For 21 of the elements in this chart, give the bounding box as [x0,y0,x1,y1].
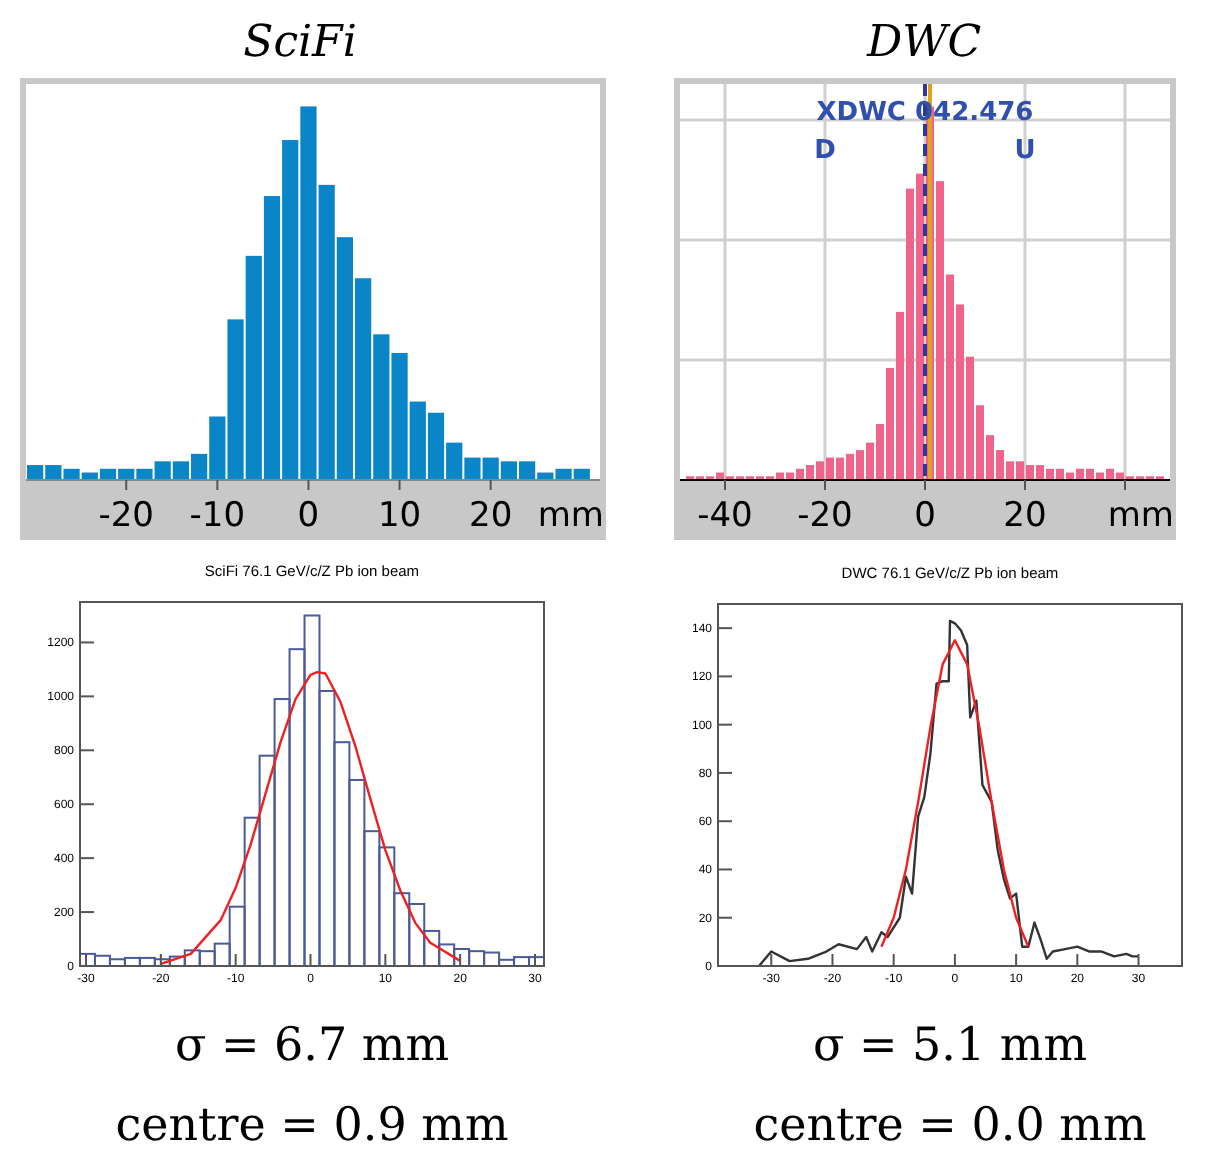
text: centre = 0.0 mm [753,1100,1147,1152]
x-tick-label: 20 [1003,496,1047,536]
text: centre = 0.9 mm [115,1100,509,1152]
line-series [880,639,1030,948]
x-axis-title: mm [537,496,604,536]
x-tick-label: -20 [98,496,154,536]
x-tick-label: -40 [697,496,753,536]
annotation: D [814,136,837,166]
x-tick-label: -10 [189,496,246,536]
text: σ = 6.7 mm [174,1020,450,1072]
text: σ = 5.1 mm [812,1020,1088,1072]
annotation: U [1014,136,1036,166]
line-series [757,619,1140,968]
x-tick-label: 0 [914,496,936,536]
x-tick-label: 10 [377,496,422,536]
x-axis-title: mm [1107,496,1174,536]
x-tick-label: 20 [469,496,513,536]
chart-title: DWC [864,18,982,68]
x-tick-label: -20 [797,496,853,536]
chart-title: SciFi [243,18,357,68]
x-tick-label: 0 [297,496,320,536]
